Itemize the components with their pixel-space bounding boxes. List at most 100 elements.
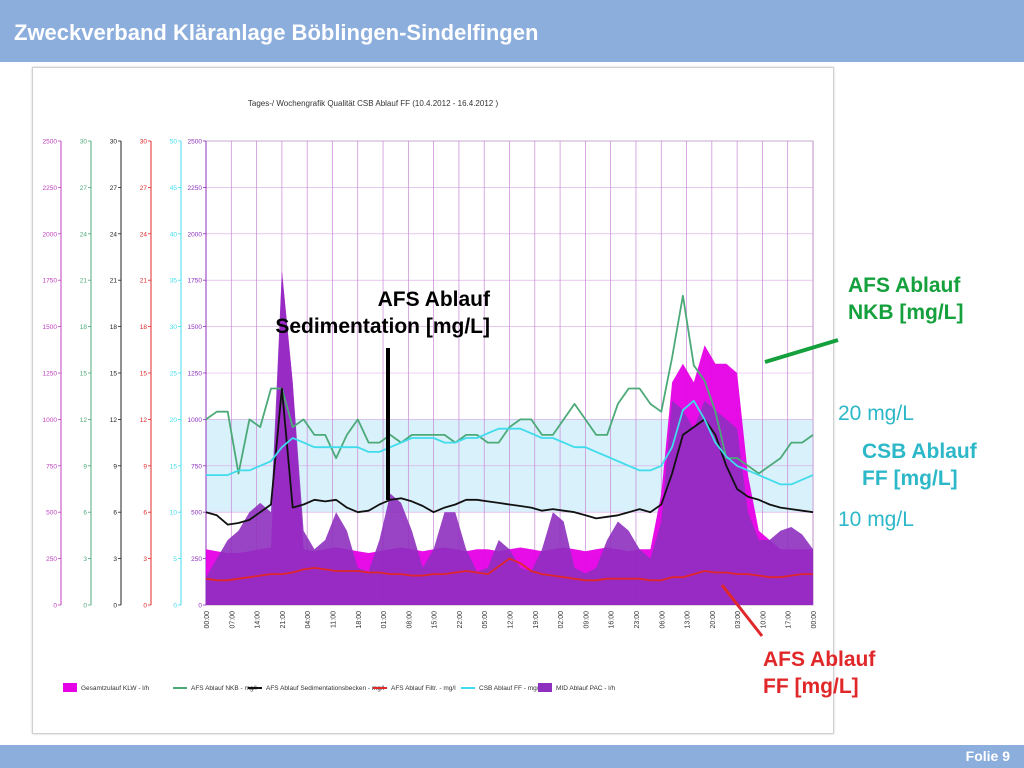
x-tick-label: 22:00 [457,611,464,629]
y-tick-label: 750 [191,463,202,470]
series-line-2 [205,294,814,475]
y-tick-label: 25 [170,371,178,378]
y-tick-label: 1500 [188,324,203,331]
y-tick-label: 1250 [188,371,203,378]
y-tick-label: 1250 [43,371,58,378]
slide-title: Zweckverband Kläranlage Böblingen-Sindel… [14,20,539,45]
y-tick-label: 1750 [188,278,203,285]
y-tick-label: 27 [110,185,118,192]
legend-label: CSB Ablauf FF - mg/l [479,685,541,692]
y-tick-label: 10 [170,510,178,517]
y-tick-label: 30 [110,139,118,146]
pointer-afs-sedimentation [386,348,390,500]
x-tick-label: 18:00 [356,611,363,629]
y-tick-label: 35 [170,278,178,285]
y-tick-label: 15 [80,371,88,378]
annotation-limit-10: 10 mg/L [838,508,914,531]
x-tick-label: 06:00 [659,611,666,629]
chart-frame: Tages-/ Wochengrafik Qualität CSB Ablauf… [32,67,834,734]
y-tick-label: 750 [46,463,57,470]
legend-label: AFS Ablauf NKB - mg/l [191,685,257,692]
x-tick-label: 02:00 [558,611,565,629]
y-tick-label: 12 [80,417,88,424]
annotation-limit-20: 20 mg/L [838,402,914,425]
y-tick-label: 18 [110,324,118,331]
y-tick-label: 9 [143,463,147,470]
y-tick-label: 1000 [43,417,58,424]
legend-label: MID Ablauf PAC - l/h [556,685,616,692]
y-tick-label: 3 [143,556,147,563]
chart-svg: Tages-/ Wochengrafik Qualität CSB Ablauf… [43,99,818,692]
series-line-3 [205,387,814,526]
y-tick-label: 6 [143,510,147,517]
y-tick-label: 24 [110,231,118,238]
y-tick-label: 250 [191,556,202,563]
series-area-1 [206,270,813,605]
series-area-0 [206,270,813,605]
annotation-afs-nkb: AFS Ablauf NKB [mg/L] [848,272,963,326]
y-tick-label: 21 [110,278,118,285]
x-tick-label: 03:00 [735,611,742,629]
y-tick-label: 0 [173,603,177,610]
y-tick-label: 9 [83,463,87,470]
x-tick-label: 19:00 [533,611,540,629]
y-tick-label: 12 [140,417,148,424]
y-tick-label: 18 [80,324,88,331]
y-tick-label: 2000 [43,231,58,238]
x-tick-label: 17:00 [786,611,793,629]
x-tick-label: 16:00 [609,611,616,629]
y-tick-label: 15 [140,371,148,378]
slide-header: Zweckverband Kläranlage Böblingen-Sindel… [0,0,1024,62]
x-tick-label: 15:00 [432,611,439,629]
annotation-afs-ff-line1: AFS Ablauf [763,648,876,671]
series-line-5 [206,399,814,486]
y-tick-label: 30 [140,139,148,146]
y-tick-label: 250 [46,556,57,563]
x-tick-label: 21:00 [280,611,287,629]
y-tick-label: 30 [170,324,178,331]
x-tick-label: 05:00 [482,611,489,629]
y-tick-label: 15 [110,371,118,378]
y-tick-label: 3 [83,556,87,563]
y-tick-label: 2500 [43,139,58,146]
x-tick-label: 11:00 [330,611,337,628]
x-tick-label: 04:00 [305,611,312,629]
y-tick-label: 21 [140,278,148,285]
y-tick-label: 45 [170,185,178,192]
legend-label: AFS Ablauf Filtr. - mg/l [391,685,456,692]
y-tick-label: 18 [140,324,148,331]
chart-title: Tages-/ Wochengrafik Qualität CSB Ablauf… [248,99,499,108]
annotation-afs-nkb-line1: AFS Ablauf [848,274,961,297]
y-tick-label: 2500 [188,139,203,146]
y-tick-label: 500 [46,510,57,517]
annotation-afs-ff: AFS Ablauf FF [mg/L] [763,646,875,700]
y-tick-label: 0 [113,603,117,610]
y-tick-label: 27 [80,185,88,192]
y-tick-label: 5 [173,556,177,563]
x-tick-label: 20:00 [710,611,717,629]
y-tick-label: 0 [143,603,147,610]
x-tick-label: 09:00 [583,611,590,629]
x-tick-label: 07:00 [229,611,236,629]
y-tick-label: 0 [198,603,202,610]
y-tick-label: 1500 [43,324,58,331]
y-tick-label: 30 [80,139,88,146]
y-tick-label: 2000 [188,231,203,238]
y-tick-label: 50 [170,139,178,146]
y-tick-label: 15 [170,463,178,470]
y-tick-label: 12 [110,417,118,424]
y-tick-label: 21 [80,278,88,285]
y-tick-label: 24 [80,231,88,238]
annotation-csb-line2: FF [mg/L] [862,467,958,490]
slide-number: Folie 9 [965,748,1010,764]
x-tick-label: 01:00 [381,611,388,629]
annotation-afs-nkb-line2: NKB [mg/L] [848,301,964,324]
annotation-afs-sed-line1: AFS Ablauf [377,288,490,311]
legend-swatch [63,683,77,692]
y-tick-label: 2250 [188,185,203,192]
y-tick-label: 27 [140,185,148,192]
annotation-csb-line1: CSB Ablauf [862,440,977,463]
slide-footer: Folie 9 [0,745,1024,768]
annotation-afs-sedimentation: AFS Ablauf Sedimentation [mg/L] [228,286,490,340]
x-tick-label: 13:00 [685,611,692,629]
